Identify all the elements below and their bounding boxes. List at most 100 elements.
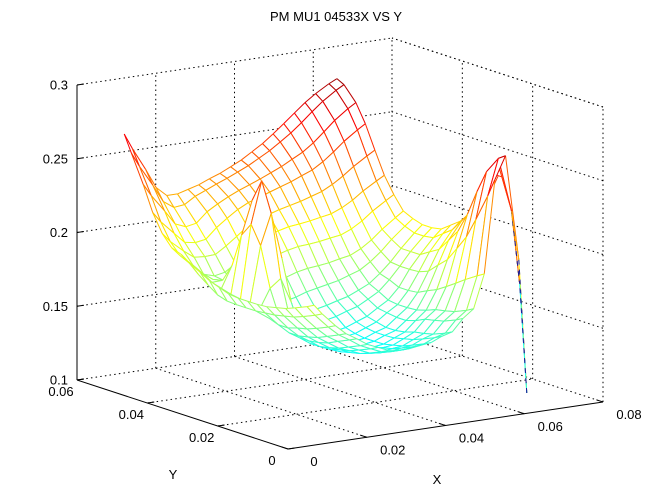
mesh-edge [331,184,343,209]
z-tick-mark [76,83,84,86]
mesh-edge [177,188,189,195]
mesh-edge [410,235,425,252]
mesh-edge [373,334,385,342]
mesh-edge [343,129,358,142]
mesh-edge [216,227,227,247]
mesh-edge [171,247,181,256]
mesh-edge [226,209,239,219]
mesh-edge [328,325,336,328]
mesh-edge [295,306,308,309]
mesh-edge [218,287,229,295]
mesh-edge [287,327,299,337]
mesh-edge [450,220,461,226]
mesh-edge [349,248,362,256]
mesh-edge [402,339,414,347]
mesh-edge [255,310,270,319]
mesh-edge [356,321,367,329]
mesh-edge [266,306,276,316]
mesh-edge [238,297,248,302]
mesh-edge [448,220,463,241]
mesh-edge [390,261,401,267]
mesh-edge [432,228,442,239]
mesh-edge [152,212,162,223]
mesh-edge [307,336,319,343]
mesh-edge [173,232,185,243]
mesh-edge [426,264,439,291]
mesh-edge [183,250,195,258]
mesh-edge [260,245,271,289]
y-axis-label: Y [168,467,178,482]
mesh-edge [394,331,406,339]
mesh-edge [302,142,314,153]
mesh-edge [337,339,350,342]
mesh-edge [283,123,292,134]
mesh-edge [318,262,330,267]
mesh-edge [379,261,391,274]
mesh-edge [278,209,290,228]
mesh-edge [417,270,429,293]
mesh-edge [366,155,377,182]
mesh-edge [264,312,279,326]
mesh-edge [383,175,395,195]
mesh-edge [278,205,290,211]
mesh-edge [320,217,331,239]
mesh-edge [266,306,277,309]
mesh-edge [209,178,217,185]
y-gridline-floor [76,332,393,381]
mesh-edge [138,166,152,196]
mesh-edge [130,152,144,185]
mesh-edge [321,184,333,192]
mesh-edge [419,237,434,255]
mesh-edge [321,313,336,327]
mesh-edge [334,108,349,121]
mesh-edge [307,265,319,269]
mesh-edge [360,239,372,250]
mesh-edge [296,271,307,293]
mesh-edge [247,165,261,180]
z-gridline-back-wall [76,37,393,86]
mesh-edge [456,236,467,249]
mesh-edge [142,184,154,213]
x-tick-mark [281,446,289,450]
mesh-edge [311,111,325,133]
mesh-edge [130,152,140,167]
mesh-edge [209,172,221,180]
mesh-edge [428,264,439,272]
mesh-edge [217,294,228,302]
mesh-edge [239,224,252,300]
mesh-edge [285,308,295,318]
mesh-edge [384,334,395,339]
mesh-edge [269,186,281,193]
y-tick-label: 0.04 [119,407,144,422]
mesh-edge [448,230,459,241]
mesh-edge [377,299,389,309]
mesh-edge [381,349,389,353]
mesh-edge [437,240,450,266]
mesh-edge [296,267,308,273]
x-tick-label: 0 [310,454,317,469]
mesh-edge [475,171,488,220]
mesh-edge [413,344,421,348]
mesh-edge [441,224,452,230]
mesh-edge [320,213,332,218]
mesh-edge [393,194,404,212]
mesh-edge [214,271,226,277]
mesh-edge [209,280,220,288]
x-tick-mark [517,411,525,415]
mesh-edge [251,180,263,201]
mesh-edge [371,239,382,252]
mesh-edge [357,298,369,307]
mesh-edge [290,122,302,134]
mesh-edge [298,223,310,245]
mesh-edge [315,93,324,102]
mesh-edge [336,300,348,312]
mesh-edge [382,344,394,349]
mesh-edge [285,307,296,309]
mesh-edge [392,338,405,346]
mesh-edge [219,172,228,179]
x-tick-label: 0.08 [616,407,641,422]
mesh-edge [255,310,266,314]
mesh-edge [290,132,304,153]
mesh-edge [399,265,410,270]
mesh-edge [236,304,247,309]
